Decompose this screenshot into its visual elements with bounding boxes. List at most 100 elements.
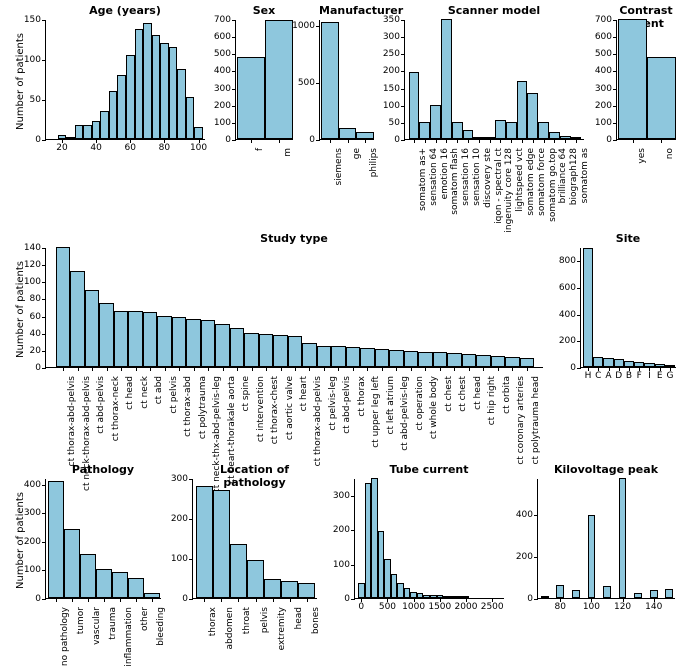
ytick-label: 800 <box>559 256 581 266</box>
xtick-label: ct chest <box>458 372 468 412</box>
xtick-label: ct left atrium <box>386 372 396 435</box>
bar <box>365 483 372 598</box>
xtick-label: emotion 16 <box>440 144 450 199</box>
bar <box>230 544 247 598</box>
ytick-label: 0 <box>309 135 320 145</box>
bar <box>371 478 378 598</box>
xtick-label: ct intervention <box>256 372 266 442</box>
xtick-label: f <box>255 144 265 151</box>
bar <box>321 22 339 139</box>
bar <box>556 585 564 598</box>
xtick <box>348 139 349 143</box>
bar <box>665 589 673 598</box>
xtick-label: H <box>585 367 592 381</box>
xtick <box>565 139 566 143</box>
xtick-label: abdomen <box>225 603 235 649</box>
panel-scanner: Scanner model050100150200250300350somato… <box>404 20 584 140</box>
ytick-label: 0 <box>35 363 46 373</box>
ytick-label: 1000 <box>292 21 320 31</box>
xtick-label: ct thorax-chest <box>270 372 280 444</box>
xtick-label: C <box>595 367 601 381</box>
ytick-label: 40 <box>30 329 46 339</box>
panel-title: Study type <box>45 232 543 245</box>
xtick-label: ct abd-pelvis <box>342 372 352 434</box>
panel-title: Manufacturer <box>319 4 374 17</box>
xtick <box>330 139 331 143</box>
xtick-label: tumor <box>76 603 86 634</box>
bar <box>186 319 200 367</box>
bar <box>317 346 331 367</box>
bar <box>128 311 142 367</box>
xtick <box>365 139 366 143</box>
xtick-label: pelvis <box>260 603 270 633</box>
xtick-label: ct pelvis-leg <box>328 372 338 431</box>
ytick-label: 80 <box>30 294 46 304</box>
xtick-label: 500 <box>379 598 396 612</box>
bar <box>378 531 385 598</box>
xtick-label: ct orbita <box>502 372 512 414</box>
ytick-label: 300 <box>383 32 405 42</box>
axes: 020406080100120140ct thorax-abd-pelvisct… <box>45 248 543 368</box>
xtick-label: somatom as+ <box>418 144 428 211</box>
chart-grid: Age (years)Number of patients05010015020… <box>0 0 691 647</box>
ytick-label: 140 <box>24 243 46 253</box>
xtick <box>136 367 137 371</box>
xtick-label: ct whole body <box>429 372 439 439</box>
xtick <box>425 139 426 143</box>
xtick-label: 100 <box>583 598 600 612</box>
bar <box>64 529 80 598</box>
xtick-label: ct pelvis <box>169 372 179 414</box>
xtick-label: ct abd-pelvis-leg <box>400 372 410 451</box>
ytick-label: 0 <box>527 594 538 604</box>
ytick-label: 100 <box>383 101 405 111</box>
xtick <box>72 598 73 602</box>
xtick-label: ct head <box>473 372 483 410</box>
xtick-label: ct spine <box>241 372 251 411</box>
bar <box>237 57 265 139</box>
bar <box>109 91 118 139</box>
bar <box>593 357 603 367</box>
xtick-label: ct abd <box>154 372 164 404</box>
ytick-label: 200 <box>595 101 617 111</box>
xtick-label: A <box>605 367 611 381</box>
ytick-label: 200 <box>383 66 405 76</box>
bar <box>419 122 430 139</box>
ytick-label: 300 <box>171 474 193 484</box>
xtick-label: discovery ste <box>483 144 493 208</box>
bar <box>96 569 112 598</box>
panel-title: Kilovoltage peak <box>537 463 675 476</box>
xtick-label: ct coronary arteries <box>516 372 526 465</box>
xtick <box>353 367 354 371</box>
axes: 0100200300thoraxabdomenthroatpelvisextre… <box>192 479 317 599</box>
bar <box>538 122 549 139</box>
xtick-label: D <box>615 367 622 381</box>
xtick <box>338 367 339 371</box>
xtick-label: ct polytrauma head <box>531 372 541 464</box>
bar <box>463 130 474 139</box>
bar <box>614 359 624 367</box>
bar <box>244 333 258 367</box>
bar <box>302 343 316 367</box>
xtick <box>576 139 577 143</box>
bar <box>418 352 432 367</box>
xtick <box>483 367 484 371</box>
xtick <box>273 598 274 602</box>
bar <box>186 97 195 139</box>
xtick <box>382 367 383 371</box>
xtick-label: somatom flash <box>450 144 460 215</box>
bar <box>135 29 144 139</box>
xtick <box>468 139 469 143</box>
ytick-label: 0 <box>570 363 581 373</box>
xtick-label: bones <box>311 603 321 634</box>
bar <box>517 81 528 139</box>
ytick-label: 600 <box>214 32 236 42</box>
xtick-label: B <box>626 367 632 381</box>
bar <box>520 358 534 367</box>
bar <box>247 560 264 598</box>
xtick-label: yes <box>637 144 647 164</box>
bar <box>541 596 549 598</box>
bar <box>404 588 411 598</box>
xtick <box>522 139 523 143</box>
xtick <box>252 367 253 371</box>
xtick-label: other <box>140 603 150 631</box>
